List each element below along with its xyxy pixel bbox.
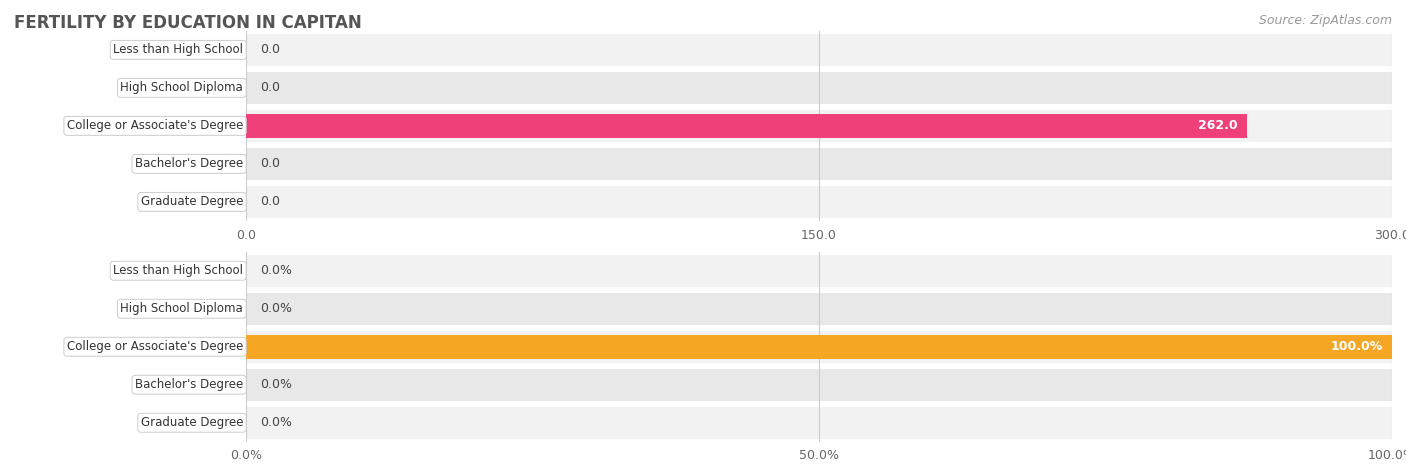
Text: Graduate Degree: Graduate Degree — [141, 416, 243, 429]
Text: 0.0: 0.0 — [260, 195, 280, 209]
Bar — [246, 110, 1392, 142]
Text: 0.0: 0.0 — [260, 81, 280, 95]
Bar — [246, 369, 1392, 401]
Bar — [246, 34, 1392, 66]
Bar — [246, 148, 1392, 180]
Text: 0.0%: 0.0% — [260, 264, 292, 277]
Text: 0.0%: 0.0% — [260, 378, 292, 391]
Text: Source: ZipAtlas.com: Source: ZipAtlas.com — [1258, 14, 1392, 27]
Bar — [246, 407, 1392, 439]
Text: Less than High School: Less than High School — [114, 264, 243, 277]
Text: Less than High School: Less than High School — [114, 43, 243, 57]
Text: FERTILITY BY EDUCATION IN CAPITAN: FERTILITY BY EDUCATION IN CAPITAN — [14, 14, 361, 32]
Text: 0.0: 0.0 — [260, 157, 280, 171]
Bar — [246, 114, 1247, 138]
Text: High School Diploma: High School Diploma — [121, 302, 243, 315]
Bar — [246, 255, 1392, 287]
Text: Bachelor's Degree: Bachelor's Degree — [135, 157, 243, 171]
Text: 100.0%: 100.0% — [1330, 340, 1382, 353]
Text: 262.0: 262.0 — [1198, 119, 1237, 133]
Bar — [246, 335, 1392, 359]
Text: College or Associate's Degree: College or Associate's Degree — [67, 119, 243, 133]
Bar — [246, 331, 1392, 363]
Text: 0.0%: 0.0% — [260, 416, 292, 429]
Bar — [246, 186, 1392, 218]
Text: 0.0: 0.0 — [260, 43, 280, 57]
Text: Bachelor's Degree: Bachelor's Degree — [135, 378, 243, 391]
Bar — [246, 293, 1392, 325]
Text: Graduate Degree: Graduate Degree — [141, 195, 243, 209]
Text: 0.0%: 0.0% — [260, 302, 292, 315]
Text: High School Diploma: High School Diploma — [121, 81, 243, 95]
Text: College or Associate's Degree: College or Associate's Degree — [67, 340, 243, 353]
Bar — [246, 72, 1392, 104]
